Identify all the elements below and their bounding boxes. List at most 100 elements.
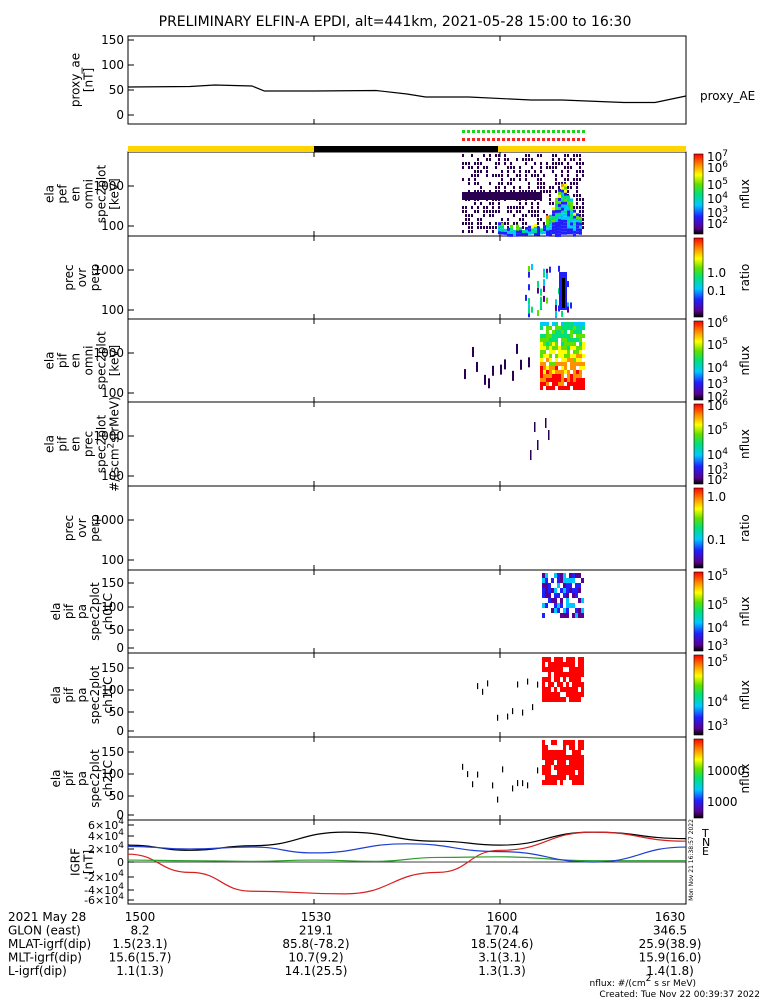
y-axis-label-pa_ch1: ela	[49, 686, 63, 704]
science-zone-marker-red	[567, 138, 570, 141]
pa-ch0-cell	[545, 573, 548, 578]
y-axis-label-pif_en: pif	[56, 352, 70, 368]
pa-ch1-cell	[551, 667, 554, 672]
pif-spectrogram-cell	[500, 364, 502, 375]
pef-spectrogram-cell	[516, 222, 518, 225]
pa-ch0-cell	[554, 608, 557, 613]
colorbar-tick-label-pa_ch0: 104	[707, 620, 728, 635]
pif-spectrogram-cell	[576, 322, 579, 326]
pa-ch1-cell	[578, 672, 581, 677]
pef-spectrogram-cell	[483, 210, 485, 213]
pif-prec-cell	[548, 430, 550, 440]
y-axis-label-prec_pif: ovr	[75, 518, 89, 537]
pef-spectrogram-cell	[513, 178, 515, 181]
science-zone-marker-green	[582, 130, 585, 133]
pef-spectrogram-cell	[504, 228, 507, 232]
pef-spectrogram-cell	[474, 178, 476, 181]
pif-spectrogram-cell	[561, 326, 564, 330]
pef-spectrogram-cell	[534, 170, 536, 173]
pef-spectrogram-cell	[552, 231, 555, 235]
pef-spectrogram-cell	[537, 206, 539, 209]
pa-ch1-cell	[554, 687, 557, 692]
pif-spectrogram-cell	[516, 343, 518, 354]
pef-spectrogram-cell	[501, 218, 503, 221]
pa-ch1-cell	[578, 697, 581, 702]
pef-spectrogram-cell	[555, 203, 558, 207]
pa-ch2-cell	[578, 750, 581, 755]
pa-ch1-cell	[572, 657, 575, 662]
y-tick-label-proxy_ae: 100	[101, 58, 124, 72]
pef-spectrogram-cell	[546, 190, 548, 193]
pif-spectrogram-cell	[549, 374, 552, 378]
pif-spectrogram-cell	[543, 350, 546, 354]
y-axis-label-pa_ch2: pa	[75, 771, 89, 786]
pef-spectrogram-cell	[483, 206, 485, 209]
pif-spectrogram-cell	[558, 326, 561, 330]
pef-spectrogram-cell	[477, 166, 479, 169]
pif-spectrogram-cell	[540, 366, 543, 370]
pef-spectrogram-cell	[507, 166, 509, 169]
pef-spectrogram-cell	[522, 222, 524, 225]
pa-ch2-cell	[557, 755, 560, 760]
y-axis-label-pif_en: omni	[82, 346, 96, 376]
pa-ch1-cell	[566, 662, 569, 667]
pa-ch2-cell	[472, 781, 474, 788]
prec-ratio-cell	[543, 279, 545, 286]
y-axis-label-pa_ch1: spec2plot	[88, 665, 102, 724]
y-tick-label-pif_prec: 1000	[93, 429, 124, 443]
science-zone-marker-red	[577, 138, 580, 141]
pif-spectrogram-cell	[549, 338, 552, 342]
pef-spectrogram-cell	[513, 166, 515, 169]
pa-ch1-cell	[581, 687, 584, 692]
pa-ch1-cell	[551, 682, 554, 687]
pef-spectrogram-cell	[531, 228, 534, 232]
pa-ch2-cell	[557, 765, 560, 770]
pa-ch1-cell	[566, 692, 569, 697]
y-axis-label-pef_en: pef	[56, 184, 70, 204]
pif-spectrogram-cell	[540, 354, 543, 358]
pa-ch2-cell	[537, 767, 539, 774]
pef-spectrogram-cell	[513, 229, 516, 233]
prec-ratio-cell	[528, 311, 530, 318]
pef-spectrogram-cell	[540, 228, 543, 232]
pef-spectrogram-cell	[471, 174, 473, 177]
pa-ch1-cell	[581, 667, 584, 672]
pef-spectrogram-cell	[504, 158, 506, 161]
y-axis-label-pa_ch2: ela	[49, 769, 63, 787]
pef-spectrogram-cell	[537, 154, 539, 157]
footer-cell: 170.4	[485, 924, 519, 938]
pif-spectrogram-cell	[570, 334, 573, 338]
colorbar-tick-label-pa_ch0: 103	[707, 638, 728, 653]
pef-spectrogram-cell	[579, 154, 581, 157]
pef-spectrogram-cell	[498, 158, 500, 161]
pa-ch0-cell	[566, 588, 569, 593]
footer-cell: 18.5(24.6)	[471, 937, 534, 951]
colorbar-label-prec_pif: ratio	[738, 514, 752, 542]
pif-spectrogram-cell	[561, 350, 564, 354]
pif-spectrogram-cell	[549, 346, 552, 350]
pa-ch2-cell	[581, 770, 584, 775]
pa-ch2-cell	[542, 755, 545, 760]
pef-spectrogram-cell	[474, 162, 476, 165]
pef-spectrogram-cell	[534, 162, 536, 165]
pa-ch2-cell	[572, 750, 575, 755]
pef-spectrogram-cell	[537, 214, 539, 217]
pif-spectrogram-cell	[576, 370, 579, 374]
pef-spectrogram-cell	[507, 182, 509, 185]
pef-spectrogram-cell	[537, 210, 539, 213]
prec-ratio-cell	[543, 271, 545, 278]
pa-ch1-cell	[569, 657, 572, 662]
pa-ch0-cell	[566, 613, 569, 618]
pif-spectrogram-cell	[576, 354, 579, 358]
colorbar-label-pif_en: nflux	[738, 346, 752, 376]
science-zone-marker-green	[552, 130, 555, 133]
pif-spectrogram-cell	[576, 326, 579, 330]
pef-spectrogram-cell	[507, 206, 509, 209]
colorbar-label-pef_en: nflux	[738, 179, 752, 209]
y-tick-label-pa_ch1: 50	[109, 705, 124, 719]
science-zone-marker-green	[512, 130, 515, 133]
pif-spectrogram-cell	[582, 378, 585, 382]
pef-spectrogram-cell	[558, 182, 560, 185]
pef-spectrogram-cell	[525, 226, 528, 230]
pef-spectrogram-cell	[555, 227, 558, 231]
